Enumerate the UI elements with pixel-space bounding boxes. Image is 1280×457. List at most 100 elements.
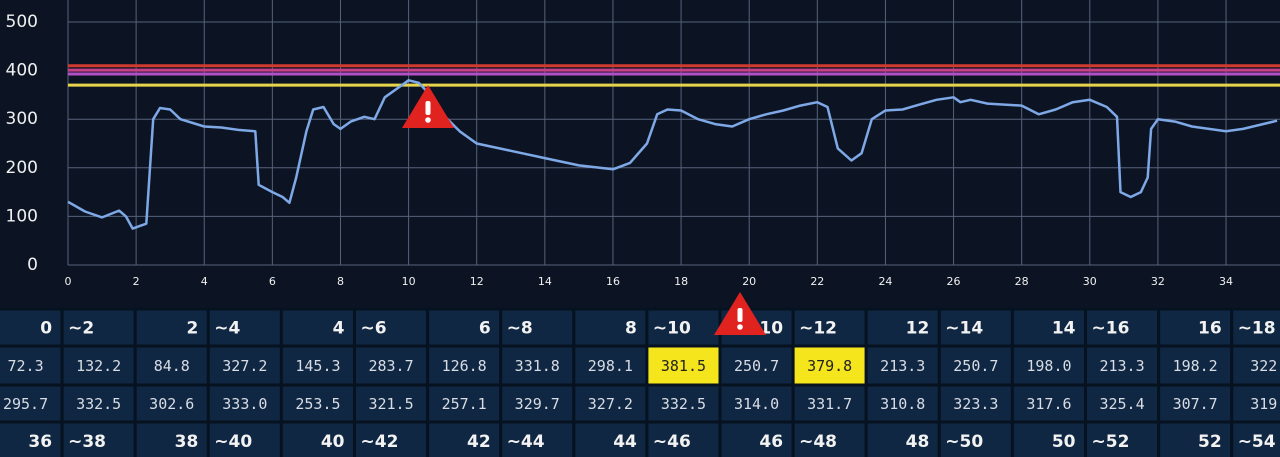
table-cell: [279, 420, 356, 457]
value-cell: 314.0: [734, 395, 779, 413]
range-label: 14: [1052, 319, 1076, 339]
value-cell: 322.: [1250, 357, 1280, 375]
range-label: 52: [1198, 432, 1222, 452]
table-cell: [60, 420, 137, 457]
y-tick-label: 0: [27, 255, 38, 275]
value-cell: 253.5: [295, 395, 340, 413]
x-tick-label: 26: [947, 275, 961, 288]
value-cell: 213.3: [880, 357, 925, 375]
table-cell: [1010, 383, 1088, 424]
value-cell: 198.0: [1026, 357, 1071, 375]
value-cell: 319.: [1250, 395, 1280, 413]
range-label: ~42: [361, 432, 399, 452]
x-tick-label: 14: [538, 275, 552, 288]
range-label: ~12: [799, 319, 837, 339]
x-tick-label: 28: [1015, 275, 1029, 288]
range-label: 8: [625, 319, 637, 339]
range-label: 12: [906, 319, 930, 339]
value-cell: 126.8: [442, 357, 487, 375]
range-label: 36: [28, 432, 52, 452]
range-label: 2: [186, 319, 198, 339]
value-cell: 332.5: [661, 395, 706, 413]
range-label: ~18: [1238, 319, 1276, 339]
value-cell: 317.6: [1026, 395, 1071, 413]
range-label: ~6: [361, 319, 387, 339]
x-tick-label: 20: [742, 275, 756, 288]
range-label: ~48: [799, 432, 837, 452]
x-tick-label: 12: [470, 275, 484, 288]
table-cell: [133, 344, 210, 387]
range-label: ~14: [945, 319, 983, 339]
y-tick-label: 400: [6, 61, 38, 81]
table-cell: [426, 344, 503, 387]
range-label: ~16: [1092, 319, 1130, 339]
range-label: ~52: [1092, 432, 1130, 452]
table-cell: [645, 383, 722, 424]
value-cell: 145.3: [295, 357, 340, 375]
value-cell: 213.3: [1099, 357, 1144, 375]
range-label: 48: [906, 432, 930, 452]
chart-alert-icon: [402, 85, 454, 128]
value-cell: 332.5: [76, 395, 121, 413]
table-cell: [791, 420, 868, 457]
x-tick-label: 2: [133, 275, 140, 288]
table-cell: [426, 383, 503, 424]
value-cell: 250.7: [734, 357, 779, 375]
range-label: 4: [333, 319, 345, 339]
value-cell: 295.7: [3, 395, 48, 413]
value-cell: 321.5: [368, 395, 413, 413]
x-tick-label: 18: [674, 275, 688, 288]
value-cell: 333.0: [222, 395, 267, 413]
x-tick-label: 8: [337, 275, 344, 288]
range-label: 46: [759, 432, 783, 452]
x-tick-label: 24: [878, 275, 892, 288]
table-cell: [1084, 420, 1161, 457]
range-label: ~4: [214, 319, 240, 339]
y-tick-label: 300: [6, 109, 38, 129]
table-cell: [1010, 307, 1088, 348]
value-cell: 298.1: [588, 357, 633, 375]
value-cell: 327.2: [222, 357, 267, 375]
table-cell: [791, 383, 868, 424]
value-cell: 331.8: [515, 357, 560, 375]
x-tick-label: 10: [402, 275, 416, 288]
table-cell: [0, 307, 64, 348]
range-label: ~10: [653, 319, 691, 339]
table-cell: [937, 383, 1014, 424]
range-label: 42: [467, 432, 491, 452]
range-label: ~54: [1238, 432, 1276, 452]
x-tick-label: 30: [1083, 275, 1097, 288]
value-cell: 283.7: [368, 357, 413, 375]
table-cell: [937, 420, 1014, 457]
value-cell: 198.2: [1173, 357, 1218, 375]
value-cell: 329.7: [515, 395, 560, 413]
range-label: 40: [321, 432, 345, 452]
value-cell: 310.8: [880, 395, 925, 413]
x-tick-label: 0: [65, 275, 72, 288]
y-tick-label: 500: [6, 12, 38, 32]
range-label: 38: [175, 432, 199, 452]
range-label: ~8: [507, 319, 533, 339]
value-cell: 302.6: [149, 395, 194, 413]
table-alert-icon: [714, 292, 766, 335]
table-cell: [206, 344, 283, 387]
table-cell: [1084, 383, 1161, 424]
range-label: 10: [759, 319, 783, 339]
range-label: 50: [1052, 432, 1076, 452]
x-tick-label: 16: [606, 275, 620, 288]
range-label: ~46: [653, 432, 691, 452]
range-label: ~44: [507, 432, 545, 452]
range-label: 6: [479, 319, 491, 339]
table-cell: [353, 307, 430, 348]
value-cell: 307.7: [1173, 395, 1218, 413]
value-cell: 84.8: [154, 357, 190, 375]
x-tick-label: 6: [269, 275, 276, 288]
range-label: 0: [40, 319, 52, 339]
value-cell: 331.7: [807, 395, 852, 413]
value-cell: 323.3: [953, 395, 998, 413]
table-cell: [206, 383, 283, 424]
table-cell: [353, 383, 430, 424]
value-cell: 327.2: [588, 395, 633, 413]
